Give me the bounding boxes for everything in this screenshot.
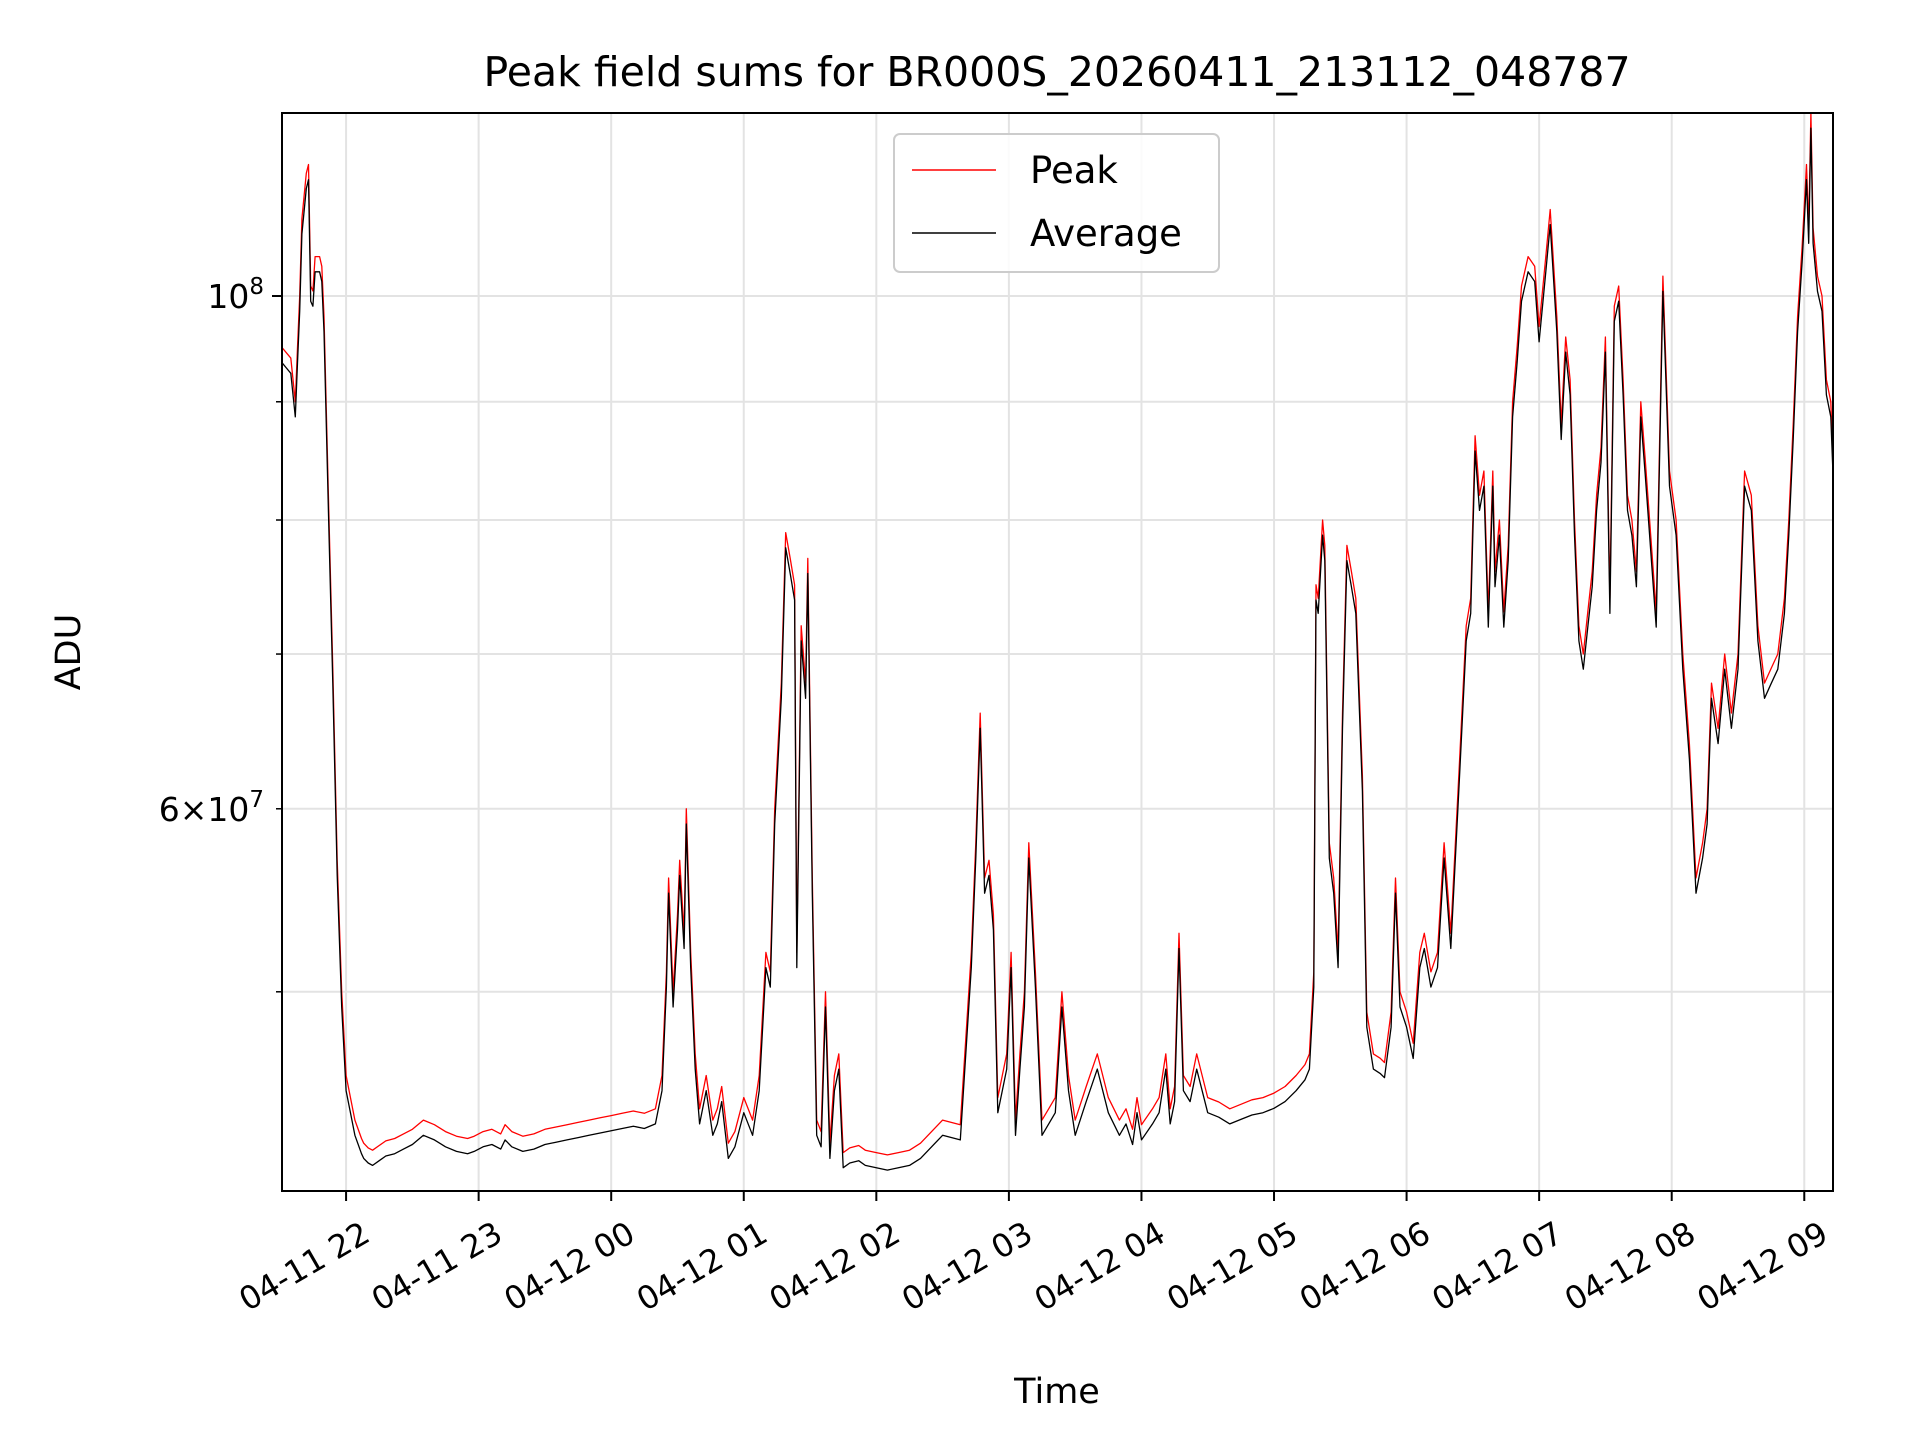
y-tick-base: 10 (207, 277, 249, 316)
series-layer (281, 112, 1834, 1171)
y-tick-multiply: × (180, 790, 208, 829)
y-tick-label: 6×107 (159, 787, 264, 829)
y-tick-exponent: 7 (249, 787, 264, 813)
legend-label-average: Average (1030, 212, 1182, 255)
y-axis-label: ADU (49, 614, 89, 691)
plot-frame (281, 112, 1834, 1192)
x-axis-label: Time (1013, 1372, 1100, 1412)
y-tick-label: 108 (207, 274, 264, 316)
legend-label-peak: Peak (1030, 149, 1118, 192)
series-line-average (281, 127, 1834, 1171)
y-tick-exponent: 8 (249, 274, 264, 300)
y-tick-base: 10 (207, 790, 249, 829)
y-tick-mantissa: 6 (159, 790, 180, 829)
legend: Peak Average (893, 133, 1220, 273)
legend-box (893, 133, 1220, 273)
chart-title: Peak field sums for BR000S_20260411_2131… (483, 48, 1630, 96)
grid (282, 113, 1833, 1191)
